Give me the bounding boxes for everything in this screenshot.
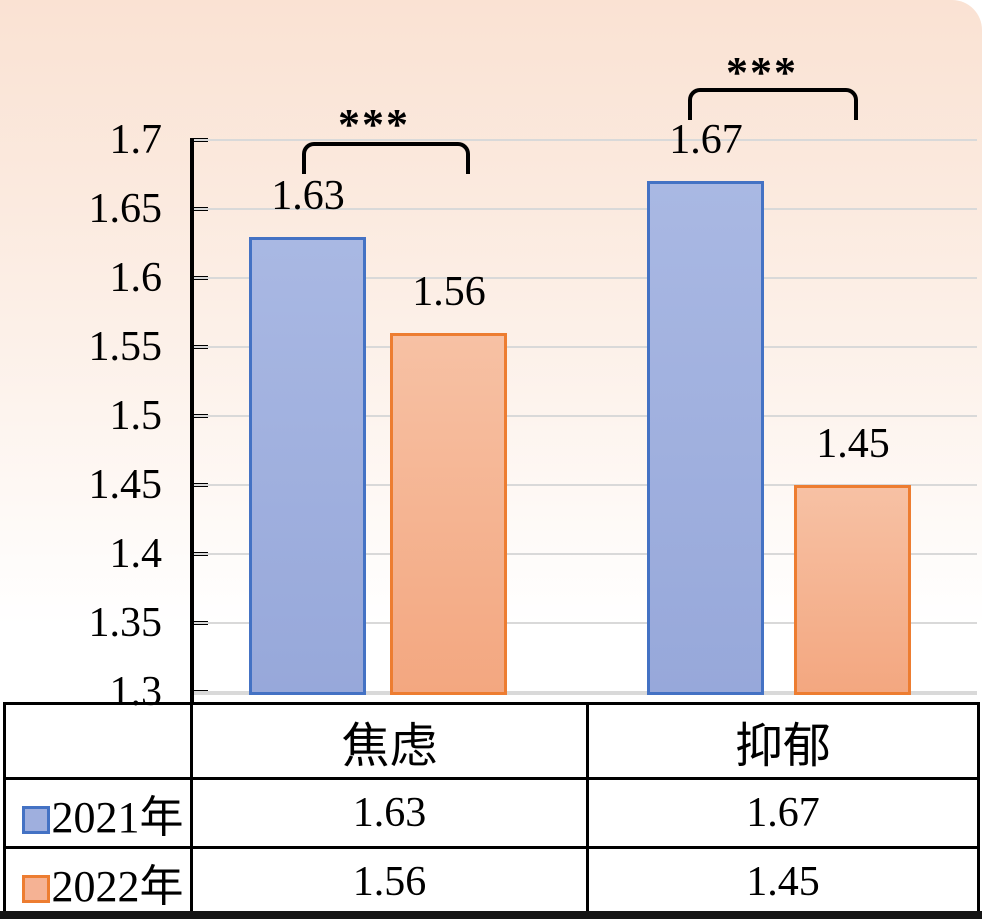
bar-2022年-抑郁 [794,485,911,695]
y-axis-tick-label: 1.6 [109,255,163,301]
gridline [194,553,977,555]
gridline [194,208,977,210]
significance-bracket-depression [688,88,858,120]
table-header-depression: 抑郁 [586,702,980,780]
bottom-edge-bar [0,911,982,919]
table-row-2022: 2022年 1.56 1.45 [3,846,980,918]
table-value-2022-depression: 1.45 [586,846,980,918]
legend-swatch-2022 [21,875,50,903]
table-header-row: 焦虑 抑郁 [3,702,980,780]
bar-2021年-抑郁 [647,181,764,695]
legend-label-2022: 2022年 [51,862,184,911]
bar-value-label: 1.67 [669,117,743,164]
legend-cell-2022: 2022年 [3,846,193,918]
y-axis-tick-label: 1.5 [109,393,163,439]
gridline [194,346,977,348]
significance-stars-anxiety: *** [338,100,410,149]
gridline [194,622,977,624]
table-value-2021-depression: 1.67 [586,777,980,849]
y-axis-tick-label: 1.55 [88,324,163,370]
table-header-anxiety: 焦虑 [190,702,589,780]
bar-2022年-焦虑 [390,333,507,695]
bar-value-label: 1.56 [412,269,486,316]
bar-value-label: 1.63 [271,172,345,219]
bar-2021年-焦虑 [249,236,366,695]
gridline [194,277,977,279]
gridline [194,484,977,486]
table-corner-empty [3,702,193,780]
y-axis-tick-label: 1.35 [88,600,163,646]
data-table: 焦虑 抑郁 2021年 1.63 1.67 2022年 1.56 1.45 [3,702,980,918]
y-axis-tick-label: 1.65 [88,186,163,232]
y-axis-line [190,140,194,702]
gridline [194,691,977,695]
table-value-2022-anxiety: 1.56 [190,846,589,918]
legend-swatch-2021 [21,806,50,834]
y-axis-tick-label: 1.45 [88,462,163,508]
table-row-2021: 2021年 1.63 1.67 [3,777,980,849]
significance-stars-depression: *** [726,48,798,97]
gridline [194,139,977,141]
legend-label-2021: 2021年 [51,793,184,842]
legend-cell-2021: 2021年 [3,777,193,849]
y-axis-tick-label: 1.4 [109,531,163,577]
y-axis-tick-label: 1.7 [109,117,163,163]
table-value-2021-anxiety: 1.63 [190,777,589,849]
bar-value-label: 1.45 [816,421,890,467]
significance-bracket-anxiety [302,142,470,174]
gridline [194,415,977,417]
